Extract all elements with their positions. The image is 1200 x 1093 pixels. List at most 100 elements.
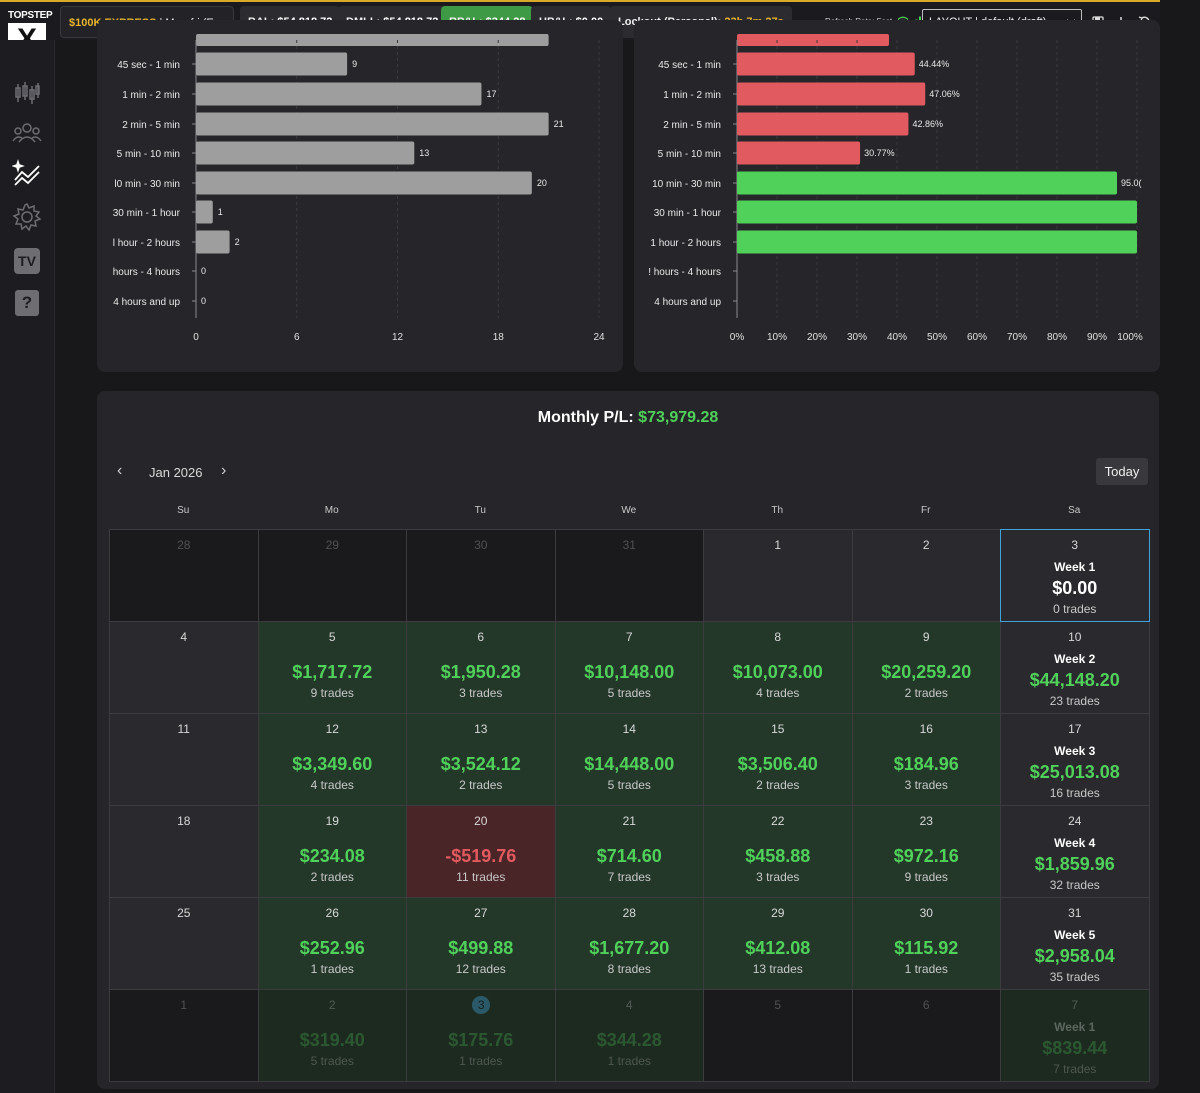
day-number: 9	[922, 630, 930, 644]
week-summary-cell[interactable]: 3 Week 1 $0.00 0 trades	[1000, 529, 1150, 622]
calendar-day-cell[interactable]: 12 $3,349.60 4 trades	[257, 713, 407, 806]
calendar-day-cell[interactable]: 26 $252.96 1 trades	[257, 897, 407, 990]
calendar-day-cell[interactable]: 30	[406, 529, 556, 622]
bar	[196, 82, 482, 106]
day-number: 29	[325, 538, 339, 552]
week-trade-count: 7 trades	[1053, 1062, 1097, 1076]
calendar-day-cell[interactable]: 18	[109, 805, 259, 898]
calendar-day-cell[interactable]: 22 $458.88 3 trades	[703, 805, 853, 898]
calendar-day-cell[interactable]: 7 $10,148.00 5 trades	[554, 621, 704, 714]
next-month-button[interactable]: ›	[221, 462, 227, 479]
day-number: 23	[919, 814, 933, 828]
week-label: Week 1	[1054, 560, 1096, 574]
bar-value-label: 2	[235, 237, 240, 247]
calendar-day-cell[interactable]: 6 $1,950.28 3 trades	[406, 621, 556, 714]
day-trade-count: 5 trades	[310, 1054, 354, 1068]
day-number: 6	[922, 998, 930, 1012]
calendar-day-cell[interactable]: 9 $20,259.20 2 trades	[851, 621, 1001, 714]
y-tick-label: l0 min - 30 min	[114, 179, 180, 190]
calendar-day-cell[interactable]: 28 $1,677.20 8 trades	[554, 897, 704, 990]
week-amount: $839.44	[1042, 1038, 1108, 1058]
calendar-day-cell[interactable]: 4	[109, 621, 259, 714]
day-amount: -$519.76	[445, 846, 517, 866]
week-amount: $44,148.20	[1029, 670, 1120, 690]
calendar-day-cell[interactable]: 2	[851, 529, 1001, 622]
calendar-day-cell[interactable]: 1	[109, 989, 259, 1082]
calendar-day-cell[interactable]: 29 $412.08 13 trades	[703, 897, 853, 990]
calendar-day-cell[interactable]: 27 $499.88 12 trades	[406, 897, 556, 990]
day-number: 27	[474, 906, 488, 920]
help-icon[interactable]: ?	[15, 290, 39, 316]
weekday-label: Fr	[921, 505, 931, 516]
bar-value-label: 47.06%	[929, 89, 960, 99]
candlestick-icon[interactable]	[12, 78, 42, 108]
x-tick-label: 0%	[730, 332, 745, 343]
week-summary-cell[interactable]: 7 Week 1 $839.44 7 trades	[1000, 989, 1150, 1082]
weekday-label: Th	[771, 505, 784, 516]
calendar-day-cell[interactable]: 20 -$519.76 11 trades	[406, 805, 556, 898]
day-amount: $3,506.40	[737, 754, 818, 774]
day-trade-count: 7 trades	[607, 870, 651, 884]
calendar-day-cell[interactable]: 31	[554, 529, 704, 622]
x-tick-label: 24	[593, 332, 605, 343]
calendar-day-cell[interactable]: 19 $234.08 2 trades	[257, 805, 407, 898]
calendar-day-cell[interactable]: 23 $972.16 9 trades	[851, 805, 1001, 898]
day-trade-count: 12 trades	[455, 962, 506, 976]
calendar-day-cell[interactable]: 5	[703, 989, 853, 1082]
week-summary-cell[interactable]: 17 Week 3 $25,013.08 16 trades	[1000, 713, 1150, 806]
today-button[interactable]: Today	[1096, 458, 1148, 485]
day-number: 28	[622, 906, 636, 920]
calendar-day-cell[interactable]: 14 $14,448.00 5 trades	[554, 713, 704, 806]
day-amount: $972.16	[893, 846, 959, 866]
y-tick-label: 45 sec - 1 min	[658, 60, 721, 71]
day-number: 17	[1068, 722, 1082, 736]
calendar-day-cell[interactable]: 6	[851, 989, 1001, 1082]
day-trade-count: 2 trades	[756, 778, 800, 792]
week-summary-cell[interactable]: 24 Week 4 $1,859.96 32 trades	[1000, 805, 1150, 898]
calendar-day-cell[interactable]: 30 $115.92 1 trades	[851, 897, 1001, 990]
week-trade-count: 16 trades	[1049, 786, 1100, 800]
calendar-day-cell[interactable]: 29	[257, 529, 407, 622]
bar	[737, 112, 909, 136]
settings-icon[interactable]	[12, 202, 42, 232]
calendar-day-cell[interactable]: 13 $3,524.12 2 trades	[406, 713, 556, 806]
calendar-day-cell[interactable]: 21 $714.60 7 trades	[554, 805, 704, 898]
day-amount: $499.88	[448, 938, 514, 958]
bar	[737, 171, 1117, 195]
day-amount: $175.76	[448, 1030, 514, 1050]
y-tick-label: 4 hours and up	[113, 297, 180, 308]
tv-icon[interactable]: TV	[14, 248, 40, 274]
calendar-day-cell[interactable]: 8 $10,073.00 4 trades	[703, 621, 853, 714]
calendar-day-cell[interactable]: 11	[109, 713, 259, 806]
bar-value-label: 21	[554, 119, 564, 129]
week-trade-count: 0 trades	[1053, 602, 1097, 616]
y-tick-label: l hour - 2 hours	[113, 238, 180, 249]
day-number: 7	[1071, 998, 1079, 1012]
bar	[737, 230, 1137, 254]
analytics-icon[interactable]	[12, 158, 42, 188]
calendar-day-cell[interactable]: 2 $319.40 5 trades	[257, 989, 407, 1082]
calendar-day-cell[interactable]: 25	[109, 897, 259, 990]
week-summary-cell[interactable]: 31 Week 5 $2,958.04 35 trades	[1000, 897, 1150, 990]
calendar-day-cell[interactable]: 4 $344.28 1 trades	[554, 989, 704, 1082]
calendar-day-cell[interactable]: 16 $184.96 3 trades	[851, 713, 1001, 806]
day-amount: $20,259.20	[881, 662, 972, 682]
week-amount: $1,859.96	[1034, 854, 1115, 874]
bar-value-label: 9	[352, 59, 357, 69]
week-summary-cell[interactable]: 10 Week 2 $44,148.20 23 trades	[1000, 621, 1150, 714]
day-amount: $319.40	[299, 1030, 365, 1050]
prev-month-button[interactable]: ‹	[117, 462, 123, 479]
y-tick-label: 45 sec - 1 min	[117, 60, 180, 71]
weekday-label: Sa	[1068, 505, 1081, 516]
day-trade-count: 3 trades	[904, 778, 948, 792]
calendar-day-cell[interactable]: 15 $3,506.40 2 trades	[703, 713, 853, 806]
calendar-day-cell[interactable]: 28	[109, 529, 259, 622]
calendar-day-cell[interactable]: 1	[703, 529, 853, 622]
users-icon[interactable]	[12, 118, 42, 148]
y-tick-label: 1 hour - 2 hours	[650, 238, 721, 249]
calendar-day-cell[interactable]: 5 $1,717.72 9 trades	[257, 621, 407, 714]
calendar-day-cell[interactable]: 3 $175.76 1 trades	[406, 989, 556, 1082]
day-number: 22	[771, 814, 785, 828]
week-label: Week 2	[1054, 652, 1096, 666]
bar	[737, 82, 926, 106]
